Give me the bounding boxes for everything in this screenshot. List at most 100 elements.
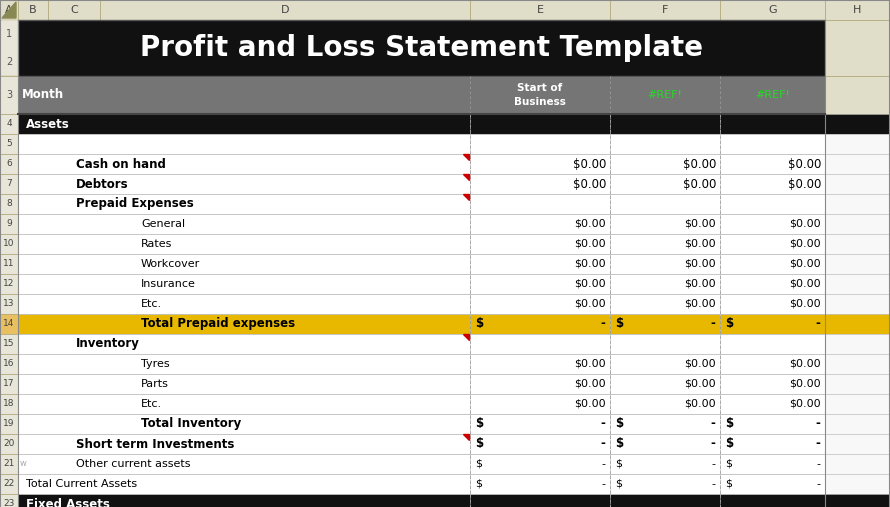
Text: $0.00: $0.00: [789, 379, 821, 389]
Text: $: $: [615, 317, 623, 331]
Text: $0.00: $0.00: [684, 259, 716, 269]
Bar: [100, 0, 470, 20]
Text: $0.00: $0.00: [574, 239, 606, 249]
Text: Fixed Assets: Fixed Assets: [26, 497, 109, 507]
Text: $: $: [725, 479, 732, 489]
Text: $: $: [475, 438, 483, 451]
Text: 19: 19: [4, 419, 15, 428]
Bar: [825, 434, 890, 454]
Text: Cash on hand: Cash on hand: [76, 158, 166, 170]
Text: 16: 16: [4, 359, 15, 369]
Bar: [825, 234, 890, 254]
Text: $0.00: $0.00: [789, 359, 821, 369]
Text: D: D: [280, 5, 289, 15]
Bar: [18, 274, 825, 294]
Text: Total Inventory: Total Inventory: [141, 417, 241, 430]
Text: $0.00: $0.00: [572, 158, 606, 170]
Bar: [0, 354, 18, 374]
Bar: [825, 474, 890, 494]
Polygon shape: [463, 194, 469, 200]
Text: $0.00: $0.00: [684, 279, 716, 289]
Bar: [0, 134, 18, 154]
Text: -: -: [815, 438, 820, 451]
Bar: [0, 254, 18, 274]
Text: Assets: Assets: [26, 118, 69, 130]
Text: $0.00: $0.00: [788, 158, 821, 170]
Text: $0.00: $0.00: [574, 359, 606, 369]
Bar: [18, 0, 48, 20]
Bar: [825, 334, 890, 354]
Text: G: G: [768, 5, 777, 15]
Text: Rates: Rates: [141, 239, 173, 249]
Text: $0.00: $0.00: [684, 399, 716, 409]
Text: $0.00: $0.00: [789, 279, 821, 289]
Text: Start of: Start of: [517, 83, 562, 93]
Text: $: $: [475, 459, 482, 469]
Text: Prepaid Expenses: Prepaid Expenses: [76, 198, 194, 210]
Text: -: -: [816, 479, 820, 489]
Bar: [0, 0, 18, 20]
Bar: [825, 76, 890, 114]
Text: $0.00: $0.00: [789, 299, 821, 309]
Text: 6: 6: [6, 160, 12, 168]
Text: $0.00: $0.00: [572, 177, 606, 191]
Polygon shape: [2, 2, 16, 18]
Text: 17: 17: [4, 380, 15, 388]
Bar: [825, 414, 890, 434]
Text: Other current assets: Other current assets: [76, 459, 190, 469]
Bar: [825, 174, 890, 194]
Text: $0.00: $0.00: [574, 379, 606, 389]
Polygon shape: [463, 334, 469, 340]
Bar: [0, 48, 18, 76]
Text: -: -: [600, 417, 605, 430]
Bar: [0, 174, 18, 194]
Text: 5: 5: [6, 139, 12, 149]
Bar: [18, 334, 825, 354]
Bar: [18, 414, 825, 434]
Text: -: -: [711, 459, 715, 469]
Bar: [825, 374, 890, 394]
Text: $0.00: $0.00: [684, 379, 716, 389]
Text: $0.00: $0.00: [788, 177, 821, 191]
Text: $0.00: $0.00: [574, 259, 606, 269]
Text: E: E: [537, 5, 544, 15]
Text: Profit and Loss Statement Template: Profit and Loss Statement Template: [140, 34, 703, 62]
Text: Month: Month: [22, 89, 64, 101]
Text: -: -: [601, 479, 605, 489]
Text: w: w: [20, 459, 27, 468]
Text: F: F: [662, 5, 668, 15]
Text: $: $: [475, 479, 482, 489]
Text: Total Current Assets: Total Current Assets: [26, 479, 137, 489]
Bar: [0, 434, 18, 454]
Bar: [18, 394, 825, 414]
Text: $: $: [615, 438, 623, 451]
Bar: [0, 214, 18, 234]
Text: $: $: [615, 417, 623, 430]
Bar: [18, 174, 825, 194]
Bar: [18, 234, 825, 254]
Text: $: $: [725, 317, 733, 331]
Text: 9: 9: [6, 220, 12, 229]
Bar: [0, 494, 18, 507]
Bar: [18, 154, 825, 174]
Text: 13: 13: [4, 300, 15, 308]
Text: 4: 4: [6, 120, 12, 128]
Text: -: -: [600, 317, 605, 331]
Bar: [0, 394, 18, 414]
Bar: [18, 494, 825, 507]
Bar: [825, 214, 890, 234]
Text: 23: 23: [4, 499, 15, 507]
Text: Business: Business: [514, 97, 566, 107]
Bar: [18, 354, 825, 374]
Bar: [825, 194, 890, 214]
Text: $0.00: $0.00: [684, 299, 716, 309]
Bar: [18, 20, 825, 76]
Bar: [825, 494, 890, 507]
Text: #REF!: #REF!: [755, 90, 790, 100]
Bar: [720, 0, 825, 20]
Bar: [18, 374, 825, 394]
Text: $: $: [725, 459, 732, 469]
Text: Insurance: Insurance: [141, 279, 196, 289]
Text: Total Prepaid expenses: Total Prepaid expenses: [141, 317, 295, 331]
Bar: [825, 394, 890, 414]
